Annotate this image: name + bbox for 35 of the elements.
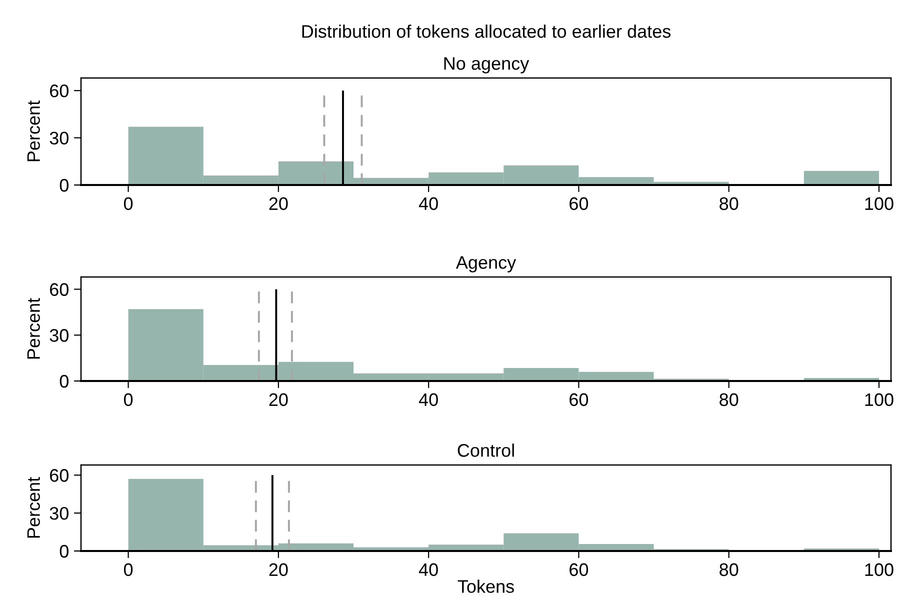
x-tick-label: 100 [865,563,894,576]
y-tick-label: 60 [50,84,68,98]
x-tick-label: 40 [418,393,438,406]
x-tick-label: 80 [720,393,738,406]
x-tick-label: 80 [720,563,738,576]
chart-title: Agency [456,256,516,272]
y-tick-label: 0 [60,544,68,558]
y-tick-label: 60 [50,469,68,482]
x-tick-label: 80 [720,197,738,210]
chart-title: Control [458,444,514,457]
x-tick-label: 20 [269,197,288,210]
y-tick-label: 0 [60,178,68,192]
x-tick-label: 100 [865,197,894,210]
x-tick-label: 60 [570,563,588,576]
y-tick-label: 60 [50,283,68,296]
x-tick-label: 60 [570,393,588,406]
x-tick-label: 0 [124,197,133,210]
x-tick-label: 20 [269,393,288,406]
x-tick-label: 40 [418,197,438,210]
y-axis-title: Percent [27,298,40,359]
y-axis-title: Percent [27,100,40,162]
x-tick-label: 20 [269,563,288,576]
x-tick-label: 0 [124,563,133,576]
chart-title: Distribution of tokens allocated to earlier dates [302,24,671,38]
x-tick-label: 100 [865,393,894,406]
x-tick-label: 0 [124,393,133,406]
y-tick-label: 30 [50,506,68,520]
y-axis-title: Percent [27,477,40,538]
x-axis-title: Tokens [458,580,514,593]
y-tick-label: 30 [50,329,68,342]
x-tick-label: 60 [570,197,588,210]
chart-subtitle: No agency [444,57,530,74]
x-tick-label: 40 [418,563,438,576]
y-tick-label: 0 [60,374,68,388]
y-tick-label: 30 [50,132,68,145]
